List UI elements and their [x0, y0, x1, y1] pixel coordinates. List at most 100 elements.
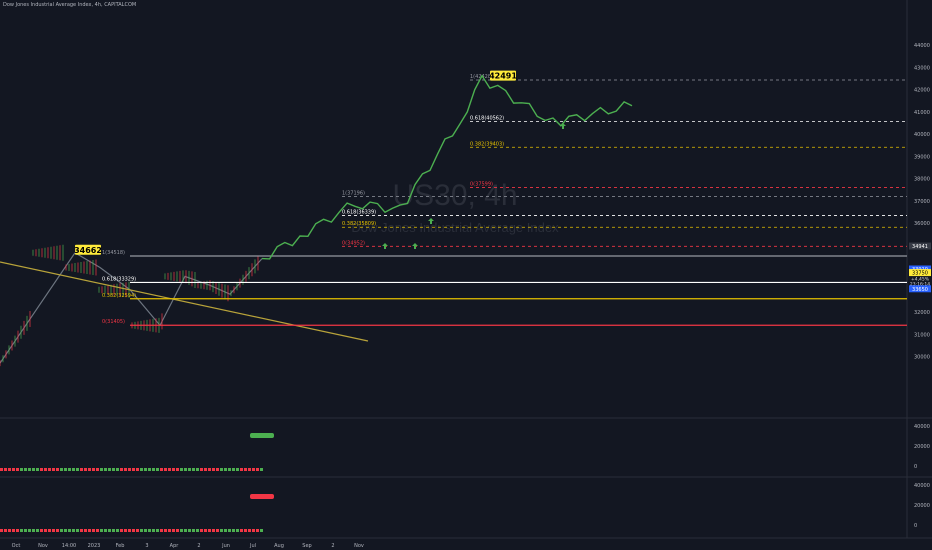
fib-level-label: 1(34518)	[102, 250, 125, 256]
indicator-bar	[28, 468, 31, 471]
indicator-bar	[176, 468, 179, 471]
time-tick: 3	[145, 543, 148, 549]
indicator-bar	[228, 468, 231, 471]
indicator-bar	[184, 468, 187, 471]
indicator-bar	[192, 468, 195, 471]
indicator-bar	[76, 529, 79, 532]
indicator-bar	[156, 529, 159, 532]
price-tick: 37000	[914, 199, 930, 205]
indicator-bar	[100, 468, 103, 471]
indicator-bar	[92, 529, 95, 532]
indicator-bar	[200, 468, 203, 471]
indicator-bar	[76, 468, 79, 471]
time-tick: Feb	[116, 543, 125, 549]
indicator-bar	[120, 468, 123, 471]
price-tick: 42000	[914, 88, 930, 94]
trend-line	[0, 261, 369, 342]
indicator-bar	[184, 529, 187, 532]
indicator-bar	[176, 529, 179, 532]
indicator-bar	[136, 468, 139, 471]
indicator-bar	[228, 529, 231, 532]
indicator-bar	[180, 468, 183, 471]
indicator-bar	[248, 468, 251, 471]
low-callout-bg	[75, 244, 101, 255]
time-tick: Aug	[274, 543, 284, 549]
indicator-bar	[240, 468, 243, 471]
indicator-bar	[172, 529, 175, 532]
projection-path	[261, 74, 633, 260]
time-tick: Nov	[38, 543, 48, 549]
indicator-bar	[148, 529, 151, 532]
indicator-bar	[152, 468, 155, 471]
indicator-bar	[12, 468, 15, 471]
indicator-bar	[196, 468, 199, 471]
price-tag-text: +4,45%	[911, 277, 930, 283]
indicator-bar	[196, 529, 199, 532]
indicator-bar	[84, 529, 87, 532]
fib-level-label: 0.382(32594)	[102, 293, 136, 299]
indicator-bar	[220, 468, 223, 471]
indicator-bar	[60, 529, 63, 532]
indicator-bar	[100, 529, 103, 532]
fib-level-label: 0(37599)	[470, 181, 493, 187]
price-tick: 30000	[914, 355, 930, 361]
time-tick: Nov	[354, 543, 364, 549]
indicator-bar	[80, 468, 83, 471]
fib-level-label: 0.618(36339)	[342, 209, 376, 215]
indicator-bar	[212, 529, 215, 532]
indicator-bar	[132, 529, 135, 532]
fib-level-label: 0.382(35809)	[342, 221, 376, 227]
indicator-axis-tick: 0	[914, 464, 917, 470]
watermark-name: Dow Jones Industrial Average Index	[351, 220, 559, 235]
indicator-bar	[4, 529, 7, 532]
indicator-axis-tick: 20000	[914, 444, 930, 450]
indicator-bar	[232, 529, 235, 532]
indicator-bar	[168, 529, 171, 532]
indicator-bar	[188, 468, 191, 471]
indicator-bar	[200, 529, 203, 532]
indicator-bar	[164, 468, 167, 471]
indicator-bar	[128, 468, 131, 471]
high-callout-bg	[490, 70, 516, 81]
indicator-axis-tick: 20000	[914, 503, 930, 509]
indicator-bar	[112, 468, 115, 471]
price-tag-text: 23:16:14	[910, 282, 930, 288]
price-tick: 40000	[914, 132, 930, 138]
indicator-bar	[20, 529, 23, 532]
indicator-bar	[80, 529, 83, 532]
indicator-bar	[0, 529, 3, 532]
indicator-bar	[156, 468, 159, 471]
indicator-bar	[144, 529, 147, 532]
indicator-bar	[220, 529, 223, 532]
indicator-bar	[240, 529, 243, 532]
indicator-bar	[256, 468, 259, 471]
indicator-bar	[244, 529, 247, 532]
indicator-bar	[104, 529, 107, 532]
indicator-bar	[68, 468, 71, 471]
indicator-bar	[116, 468, 119, 471]
watermark-symbol: US30, 4h	[392, 179, 517, 212]
time-tick: 2	[331, 543, 334, 549]
price-tag: 34941	[912, 244, 928, 250]
indicator-bar	[168, 468, 171, 471]
indicator-bar	[216, 468, 219, 471]
indicator-bar	[28, 529, 31, 532]
up-arrow-icon	[428, 218, 434, 224]
indicator-bar	[248, 529, 251, 532]
indicator-bar	[16, 468, 19, 471]
indicator-badge	[250, 494, 274, 499]
indicator-bar	[252, 529, 255, 532]
indicator-bar	[224, 529, 227, 532]
indicator-bar	[72, 529, 75, 532]
chart-title: Dow Jones Industrial Average Index, 4h, …	[3, 2, 137, 8]
time-tick: Oct	[12, 543, 21, 549]
price-tick: 39000	[914, 154, 930, 160]
indicator-bar	[128, 529, 131, 532]
indicator-bar	[236, 529, 239, 532]
fib-level-label: 0.382(39403)	[470, 141, 504, 147]
indicator-bar	[8, 468, 11, 471]
indicator-bar	[108, 468, 111, 471]
up-arrow-icon	[412, 243, 418, 249]
indicator-axis-tick: 40000	[914, 483, 930, 489]
